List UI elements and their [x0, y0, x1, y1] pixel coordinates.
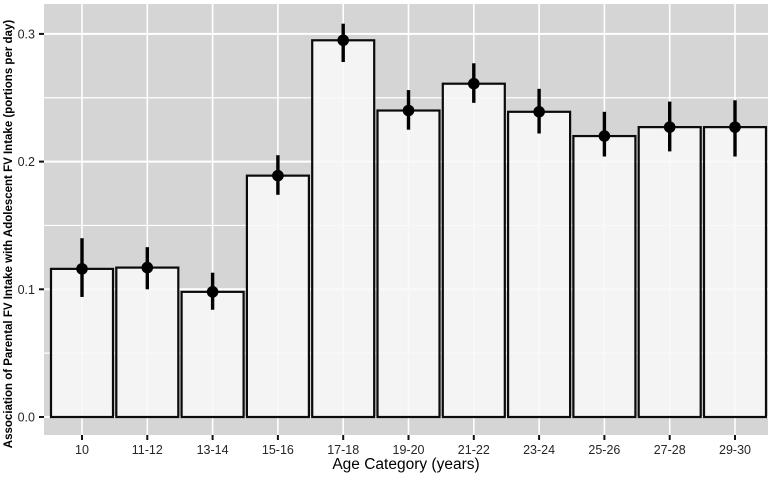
point-21-22 — [468, 77, 480, 90]
x-tick-label: 21-22 — [458, 443, 490, 457]
x-tick-label: 25-26 — [588, 443, 620, 457]
x-tick-label: 13-14 — [197, 443, 229, 457]
bar-21-22 — [441, 82, 506, 419]
y-tick-label: 0.3 — [18, 27, 35, 41]
bar-13-14 — [180, 290, 245, 419]
bar-15-16 — [245, 174, 310, 419]
x-tick-label: 10 — [75, 443, 89, 457]
bar-11-12 — [115, 266, 180, 419]
x-tick-label: 19-20 — [393, 443, 425, 457]
y-tick-label: 0.1 — [18, 283, 35, 297]
point-29-30 — [729, 121, 741, 133]
x-axis-title: Age Category (years) — [332, 456, 480, 473]
point-17-18 — [337, 34, 350, 47]
bar-17-18 — [311, 39, 376, 419]
bar-27-28 — [637, 126, 702, 419]
y-axis-title: Association of Parental FV Intake with A… — [3, 19, 15, 449]
point-23-24 — [533, 105, 545, 118]
x-tick-label: 29-30 — [719, 443, 751, 457]
point-27-28 — [663, 121, 676, 133]
bar-23-24 — [507, 110, 572, 419]
x-tick-label: 11-12 — [132, 443, 163, 457]
x-tick-label: 23-24 — [523, 443, 555, 457]
y-tick-label: 0.0 — [18, 411, 35, 425]
x-tick-label: 27-28 — [654, 443, 686, 457]
x-tick-label: 17-18 — [327, 443, 359, 457]
point-13-14 — [206, 286, 219, 298]
point-15-16 — [272, 169, 284, 182]
point-11-12 — [141, 261, 154, 274]
bar-19-20 — [376, 109, 441, 419]
x-tick-label: 15-16 — [262, 443, 294, 457]
y-tick-label: 0.2 — [18, 155, 35, 169]
point-25-26 — [598, 130, 611, 142]
point-10 — [76, 263, 88, 275]
bar-25-26 — [572, 134, 637, 419]
point-19-20 — [402, 104, 415, 117]
bar-29-30 — [702, 126, 768, 419]
